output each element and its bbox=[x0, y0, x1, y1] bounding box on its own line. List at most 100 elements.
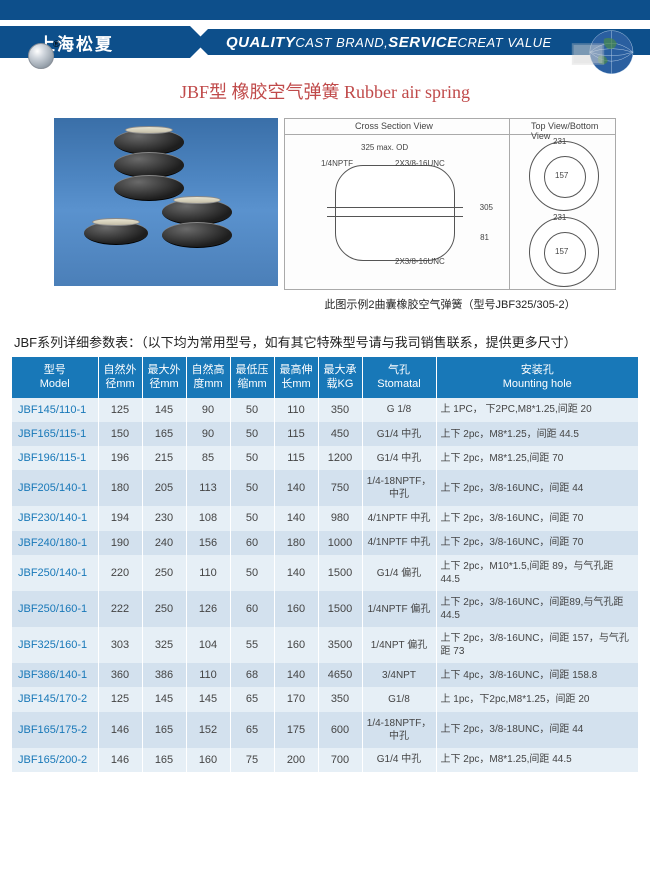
table-cell: 上下 2pc，3/8-18UNC，间距 44 bbox=[436, 712, 638, 748]
table-cell: 175 bbox=[274, 712, 318, 748]
table-cell: 3500 bbox=[318, 627, 362, 663]
column-header: 最低压缩mm bbox=[230, 357, 274, 398]
table-row: JBF145/170-212514514565170350G1/8上 1pc，下… bbox=[12, 687, 638, 711]
table-cell: 115 bbox=[274, 422, 318, 446]
table-cell: 60 bbox=[230, 531, 274, 555]
column-header: 气孔Stomatal bbox=[362, 357, 436, 398]
column-header: 安装孔Mounting hole bbox=[436, 357, 638, 398]
table-cell: 160 bbox=[274, 591, 318, 627]
dim-top1: 231 bbox=[553, 137, 566, 146]
dim-top3: 231 bbox=[553, 213, 566, 222]
table-cell: JBF205/140-1 bbox=[12, 470, 98, 506]
table-cell: 上下 2pc，3/8-16UNC，间距 44 bbox=[436, 470, 638, 506]
table-cell: 上下 2pc，M8*1.25，间距 44.5 bbox=[436, 422, 638, 446]
table-cell: 750 bbox=[318, 470, 362, 506]
table-cell: 160 bbox=[274, 627, 318, 663]
table-cell: 150 bbox=[98, 422, 142, 446]
table-cell: 1500 bbox=[318, 591, 362, 627]
dim-top2: 157 bbox=[555, 171, 568, 180]
table-row: JBF240/180-11902401566018010004/1NPTF 中孔… bbox=[12, 531, 638, 555]
table-cell: 250 bbox=[142, 555, 186, 591]
table-cell: 65 bbox=[230, 712, 274, 748]
table-cell: 50 bbox=[230, 446, 274, 470]
table-cell: 上下 2pc，M10*1.5,间距 89，与气孔距 44.5 bbox=[436, 555, 638, 591]
slogan-cast: CAST BRAND, bbox=[295, 35, 388, 50]
column-header: 最高伸长mm bbox=[274, 357, 318, 398]
table-cell: 4650 bbox=[318, 663, 362, 687]
table-cell: 700 bbox=[318, 748, 362, 772]
diagram-caption: 此图示例2曲囊橡胶空气弹簧（型号JBF325/305-2） bbox=[284, 296, 616, 312]
table-cell: JBF165/115-1 bbox=[12, 422, 98, 446]
table-cell: 156 bbox=[186, 531, 230, 555]
table-cell: 140 bbox=[274, 663, 318, 687]
table-cell: 360 bbox=[98, 663, 142, 687]
table-cell: JBF145/170-2 bbox=[12, 687, 98, 711]
table-cell: 200 bbox=[274, 748, 318, 772]
dim-top4: 157 bbox=[555, 247, 568, 256]
table-row: JBF250/140-1220250110501401500G1/4 偏孔上下 … bbox=[12, 555, 638, 591]
table-cell: 1/4NPT 偏孔 bbox=[362, 627, 436, 663]
table-cell: JBF240/180-1 bbox=[12, 531, 98, 555]
table-cell: 140 bbox=[274, 555, 318, 591]
table-cell: 上下 2pc，3/8-16UNC，间距 70 bbox=[436, 506, 638, 530]
table-cell: JBF165/175-2 bbox=[12, 712, 98, 748]
diagram-top-label: Top View/Bottom View bbox=[531, 121, 615, 141]
page-title: JBF型 橡胶空气弹簧 Rubber air spring bbox=[0, 78, 650, 104]
page-header: ® 上海松夏 QUALITY CAST BRAND, SERVICE CREAT… bbox=[0, 0, 650, 64]
dim-npt: 1/4NPTF bbox=[321, 159, 353, 168]
table-cell: JBF145/110-1 bbox=[12, 398, 98, 422]
table-cell: 165 bbox=[142, 748, 186, 772]
dim-h: 305 bbox=[480, 203, 493, 212]
column-header: 最大承载KG bbox=[318, 357, 362, 398]
brand-logo-icon bbox=[28, 43, 54, 69]
table-cell: 240 bbox=[142, 531, 186, 555]
table-cell: 165 bbox=[142, 422, 186, 446]
table-cell: 215 bbox=[142, 446, 186, 470]
product-photo bbox=[54, 118, 278, 286]
table-cell: 165 bbox=[142, 712, 186, 748]
table-cell: 125 bbox=[98, 398, 142, 422]
table-cell: 110 bbox=[186, 555, 230, 591]
table-cell: 上下 2pc，M8*1.25,间距 44.5 bbox=[436, 748, 638, 772]
table-cell: 113 bbox=[186, 470, 230, 506]
dim-unc2: 2X3/8-16UNC bbox=[395, 257, 445, 266]
table-row: JBF165/115-11501659050115450G1/4 中孔上下 2p… bbox=[12, 422, 638, 446]
table-cell: G1/4 偏孔 bbox=[362, 555, 436, 591]
table-cell: 上 1PC， 下2PC,M8*1.25,间距 20 bbox=[436, 398, 638, 422]
table-cell: 50 bbox=[230, 398, 274, 422]
table-cell: 1/4-18NPTF，中孔 bbox=[362, 470, 436, 506]
dim-h2: 81 bbox=[480, 233, 489, 242]
table-cell: 55 bbox=[230, 627, 274, 663]
table-cell: 980 bbox=[318, 506, 362, 530]
table-cell: 上 1pc，下2pc,M8*1.25，间距 20 bbox=[436, 687, 638, 711]
table-cell: 190 bbox=[98, 531, 142, 555]
table-cell: 386 bbox=[142, 663, 186, 687]
table-cell: JBF250/160-1 bbox=[12, 591, 98, 627]
table-cell: G1/4 中孔 bbox=[362, 446, 436, 470]
table-cell: JBF165/200-2 bbox=[12, 748, 98, 772]
table-cell: 85 bbox=[186, 446, 230, 470]
column-header: 自然高度mm bbox=[186, 357, 230, 398]
dim-od: 325 max. OD bbox=[361, 143, 408, 152]
table-cell: G1/8 bbox=[362, 687, 436, 711]
table-cell: 160 bbox=[186, 748, 230, 772]
table-cell: 1200 bbox=[318, 446, 362, 470]
table-cell: 350 bbox=[318, 398, 362, 422]
table-caption: JBF系列详细参数表：（以下均为常用型号，如有其它特殊型号请与我司销售联系，提供… bbox=[14, 332, 650, 351]
table-cell: 600 bbox=[318, 712, 362, 748]
dim-unc1: 2X3/8-16UNC bbox=[395, 159, 445, 168]
table-cell: 325 bbox=[142, 627, 186, 663]
table-cell: 126 bbox=[186, 591, 230, 627]
table-cell: 110 bbox=[274, 398, 318, 422]
technical-diagram: Cross Section View Top View/Bottom View … bbox=[284, 118, 616, 290]
table-cell: 205 bbox=[142, 470, 186, 506]
table-cell: 250 bbox=[142, 591, 186, 627]
table-cell: 140 bbox=[274, 506, 318, 530]
table-cell: 145 bbox=[142, 687, 186, 711]
table-cell: 125 bbox=[98, 687, 142, 711]
table-cell: 104 bbox=[186, 627, 230, 663]
table-cell: 50 bbox=[230, 470, 274, 506]
table-cell: 180 bbox=[274, 531, 318, 555]
table-row: JBF386/140-13603861106814046503/4NPT上下 4… bbox=[12, 663, 638, 687]
table-cell: 350 bbox=[318, 687, 362, 711]
